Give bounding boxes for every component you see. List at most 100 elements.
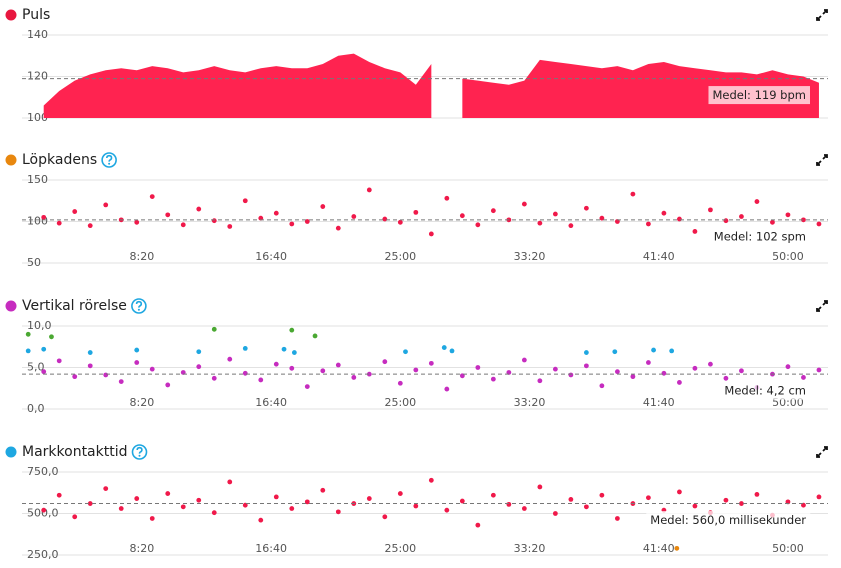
help-icon[interactable] [131,298,147,314]
x-tick-label: 8:20 [130,250,155,263]
help-glyph [136,446,143,454]
help-dot [108,162,111,165]
point [537,378,543,384]
point [785,212,791,218]
point [723,497,729,503]
point [149,366,155,372]
point [708,361,713,367]
point [211,510,217,516]
y-tick-label: 140 [27,28,48,41]
expand-icon[interactable] [816,446,828,458]
point [41,346,47,352]
point [382,359,388,365]
point [568,372,574,378]
point [661,210,667,216]
point [692,229,698,234]
point [428,231,434,237]
point [118,379,124,385]
point [614,516,620,521]
point [537,220,543,226]
help-icon[interactable] [131,444,148,460]
expand-icon[interactable] [816,300,828,312]
point [816,221,822,227]
help-circle [101,152,117,168]
title-dot [5,446,17,458]
point [227,356,233,362]
y-tick-label: 100 [27,111,48,124]
x-tick-label: 8:20 [130,396,155,409]
point [149,194,155,199]
point [56,492,62,498]
point [444,386,450,392]
point [692,365,698,371]
help-circle [131,298,147,314]
point [291,350,297,355]
point [614,369,620,375]
x-tick-label: 16:40 [255,542,287,555]
y-tick-label: 5,0 [27,361,45,374]
point [816,494,822,500]
y-tick-label: 50 [27,256,41,269]
point [180,504,186,510]
point [134,347,140,353]
expand-icon[interactable] [816,9,828,21]
point [366,371,372,377]
point [273,210,279,216]
point [72,374,78,380]
point [651,347,656,353]
chart-title: Markkontakttid [22,444,128,460]
y-tick-label: 250,0 [27,548,59,561]
point [739,501,744,506]
point [289,506,295,511]
point [87,501,93,506]
y-tick-label: 0,0 [27,402,45,415]
chart-panel: Vertikal rörelse 0,0 5,0 10,0 8:20 16:40 25:00… [5,298,828,415]
help-dot [137,308,140,311]
point [351,375,357,380]
point [583,504,589,510]
point [320,204,326,209]
point [459,498,465,504]
point [506,501,512,507]
point [366,496,372,501]
point [49,334,54,340]
point [444,195,450,201]
x-tick-label: 25:00 [384,250,416,263]
point [103,372,109,378]
point [335,362,341,368]
point [273,494,279,500]
chart-title: Vertikal rörelse [22,298,127,314]
point [41,369,47,375]
point [56,358,62,364]
y-tick-label: 500,0 [27,507,59,520]
point [754,492,760,497]
point [87,363,93,369]
y-tick-label: 10,0 [27,319,52,332]
point [552,511,558,516]
title-dot [5,300,17,312]
point [403,349,408,355]
area [43,53,432,118]
mean-label: Medel: 560,0 millisekunder [650,513,806,527]
point [196,364,202,370]
x-tick-label: 33:20 [514,396,546,409]
x-tick-label: 33:20 [514,542,546,555]
title-dot [5,9,17,21]
point [211,326,217,332]
point [382,514,388,520]
point [674,545,680,551]
help-icon[interactable] [101,152,117,168]
point [289,327,295,333]
point [25,331,31,337]
x-tick-label: 50:00 [772,542,804,555]
point [537,484,543,490]
point [87,223,93,229]
mean-label-bg [708,86,810,105]
expand-icon[interactable] [816,154,828,166]
mean-label: Medel: 119 bpm [712,88,806,102]
point [801,217,806,223]
mean-label: Medel: 102 spm [714,229,806,243]
point [242,370,248,376]
point [521,201,527,207]
